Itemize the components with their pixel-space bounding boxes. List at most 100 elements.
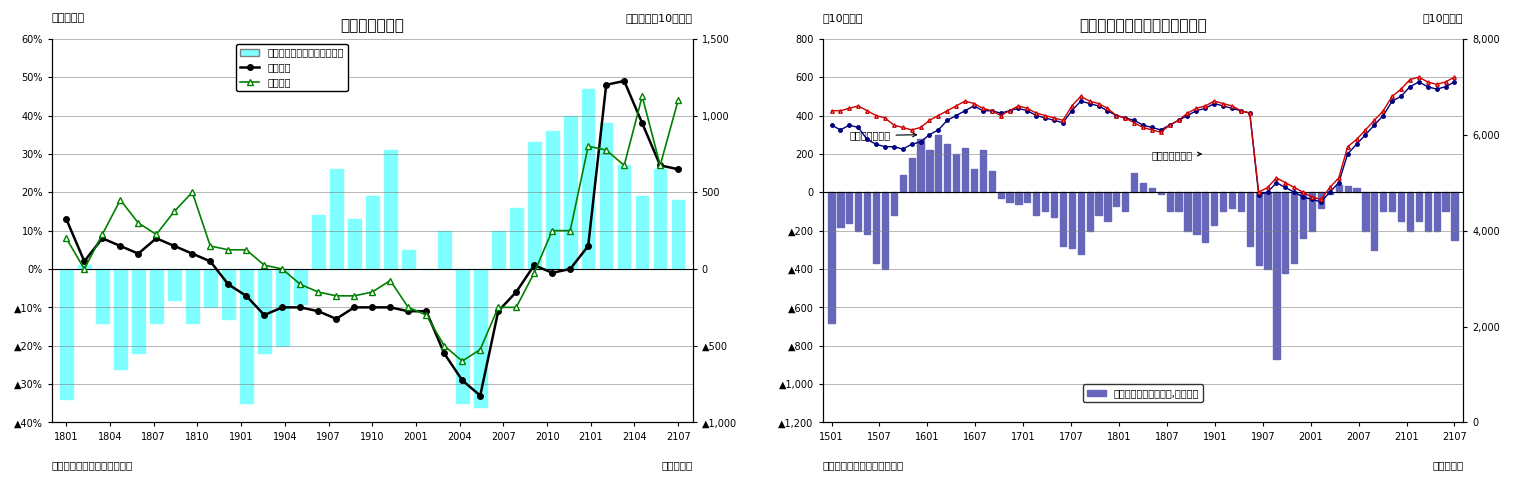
Text: （前年差、10億円）: （前年差、10億円） — [625, 14, 692, 23]
Bar — [1104, 192, 1111, 221]
Bar — [1425, 192, 1431, 230]
Bar — [952, 154, 960, 192]
輸入金額 — [435, 343, 453, 349]
Bar — [1202, 192, 1208, 242]
Bar — [600, 123, 613, 269]
Bar — [899, 175, 905, 192]
Bar — [1193, 192, 1199, 234]
輸出金額 — [400, 308, 418, 314]
Bar — [1184, 192, 1190, 230]
Bar — [61, 269, 73, 399]
Bar — [1060, 192, 1066, 246]
輸出金額 — [291, 304, 309, 310]
Bar — [837, 192, 843, 227]
Bar — [1131, 173, 1137, 192]
輸入金額 — [129, 220, 147, 226]
Bar — [881, 192, 889, 269]
輸入金額 — [76, 266, 94, 272]
輸入金額 — [291, 282, 309, 287]
Bar — [1301, 192, 1307, 238]
Bar — [312, 215, 324, 269]
Bar — [385, 150, 397, 269]
輸入金額 — [453, 358, 471, 364]
輸出金額 — [651, 162, 669, 168]
輸出金額 — [309, 308, 327, 314]
輸入金額 — [400, 304, 418, 310]
輸入金額 — [238, 247, 256, 253]
輸入金額 — [165, 209, 183, 214]
輸出金額 — [525, 262, 544, 268]
Bar — [864, 192, 871, 234]
Line: 輸入金額: 輸入金額 — [64, 94, 681, 364]
Bar — [890, 192, 896, 215]
Text: （10億円）: （10億円） — [822, 14, 863, 23]
輸入金額 — [580, 143, 598, 149]
Bar — [874, 192, 880, 263]
Bar — [618, 165, 630, 269]
輸出金額 — [363, 304, 382, 310]
輸入金額 — [633, 93, 651, 99]
Bar — [168, 269, 180, 299]
Bar — [828, 192, 834, 323]
輸出金額 — [111, 243, 129, 249]
輸入金額 — [273, 266, 291, 272]
Bar — [1016, 192, 1022, 204]
Bar — [330, 169, 342, 269]
輸出金額 — [471, 393, 489, 398]
Bar — [474, 269, 486, 407]
輸出金額 — [669, 166, 687, 172]
Bar — [1264, 192, 1270, 269]
Bar — [1381, 192, 1387, 212]
Bar — [150, 269, 162, 323]
Bar — [114, 269, 127, 369]
Bar — [654, 169, 666, 269]
Bar — [1282, 192, 1288, 273]
Text: （資料）財務省「貿易統計」: （資料）財務省「貿易統計」 — [822, 460, 904, 470]
Bar — [563, 115, 577, 269]
Bar — [1078, 192, 1084, 254]
Bar — [204, 269, 217, 307]
Bar — [1416, 192, 1422, 221]
輸入金額 — [651, 162, 669, 168]
輸出金額 — [615, 78, 633, 84]
Bar — [1452, 192, 1458, 240]
輸入金額 — [147, 231, 165, 237]
Text: （年・月）: （年・月） — [662, 460, 692, 470]
Bar — [1220, 192, 1226, 212]
輸出金額 — [94, 235, 112, 241]
Bar — [79, 265, 91, 269]
輸出金額 — [382, 304, 400, 310]
Bar — [1255, 192, 1261, 265]
Bar — [1113, 192, 1119, 206]
Text: 輸出（右目盛）: 輸出（右目盛） — [1152, 150, 1201, 160]
Bar — [438, 230, 451, 269]
輸出金額 — [633, 120, 651, 126]
Line: 輸出金額: 輸出金額 — [64, 78, 681, 398]
輸入金額 — [418, 312, 436, 318]
輸出金額 — [273, 304, 291, 310]
Text: 輸入（右目盛）: 輸入（右目盛） — [849, 130, 916, 141]
輸出金額 — [147, 235, 165, 241]
Bar — [1246, 192, 1254, 246]
Bar — [510, 208, 522, 269]
Bar — [547, 131, 559, 269]
Bar — [1363, 192, 1369, 230]
輸出金額 — [238, 293, 256, 299]
輸出金額 — [183, 251, 201, 256]
Bar — [1175, 192, 1182, 212]
Legend: 貿易収支・前年差（右目盛）, 輸出金額, 輸入金額: 貿易収支・前年差（右目盛）, 輸出金額, 輸入金額 — [236, 43, 348, 91]
輸出金額 — [129, 251, 147, 256]
輸入金額 — [489, 304, 507, 310]
Title: 貿易収支（季節調整値）の推移: 貿易収支（季節調整値）の推移 — [1079, 18, 1207, 33]
Bar — [366, 196, 378, 269]
Bar — [186, 269, 198, 323]
Bar — [492, 230, 504, 269]
Bar — [1326, 192, 1332, 194]
Bar — [961, 148, 967, 192]
Bar — [917, 139, 924, 192]
Bar — [1407, 192, 1413, 230]
輸入金額 — [363, 289, 382, 295]
Bar — [1273, 192, 1279, 359]
輸入金額 — [597, 147, 615, 153]
輸出金額 — [220, 282, 238, 287]
